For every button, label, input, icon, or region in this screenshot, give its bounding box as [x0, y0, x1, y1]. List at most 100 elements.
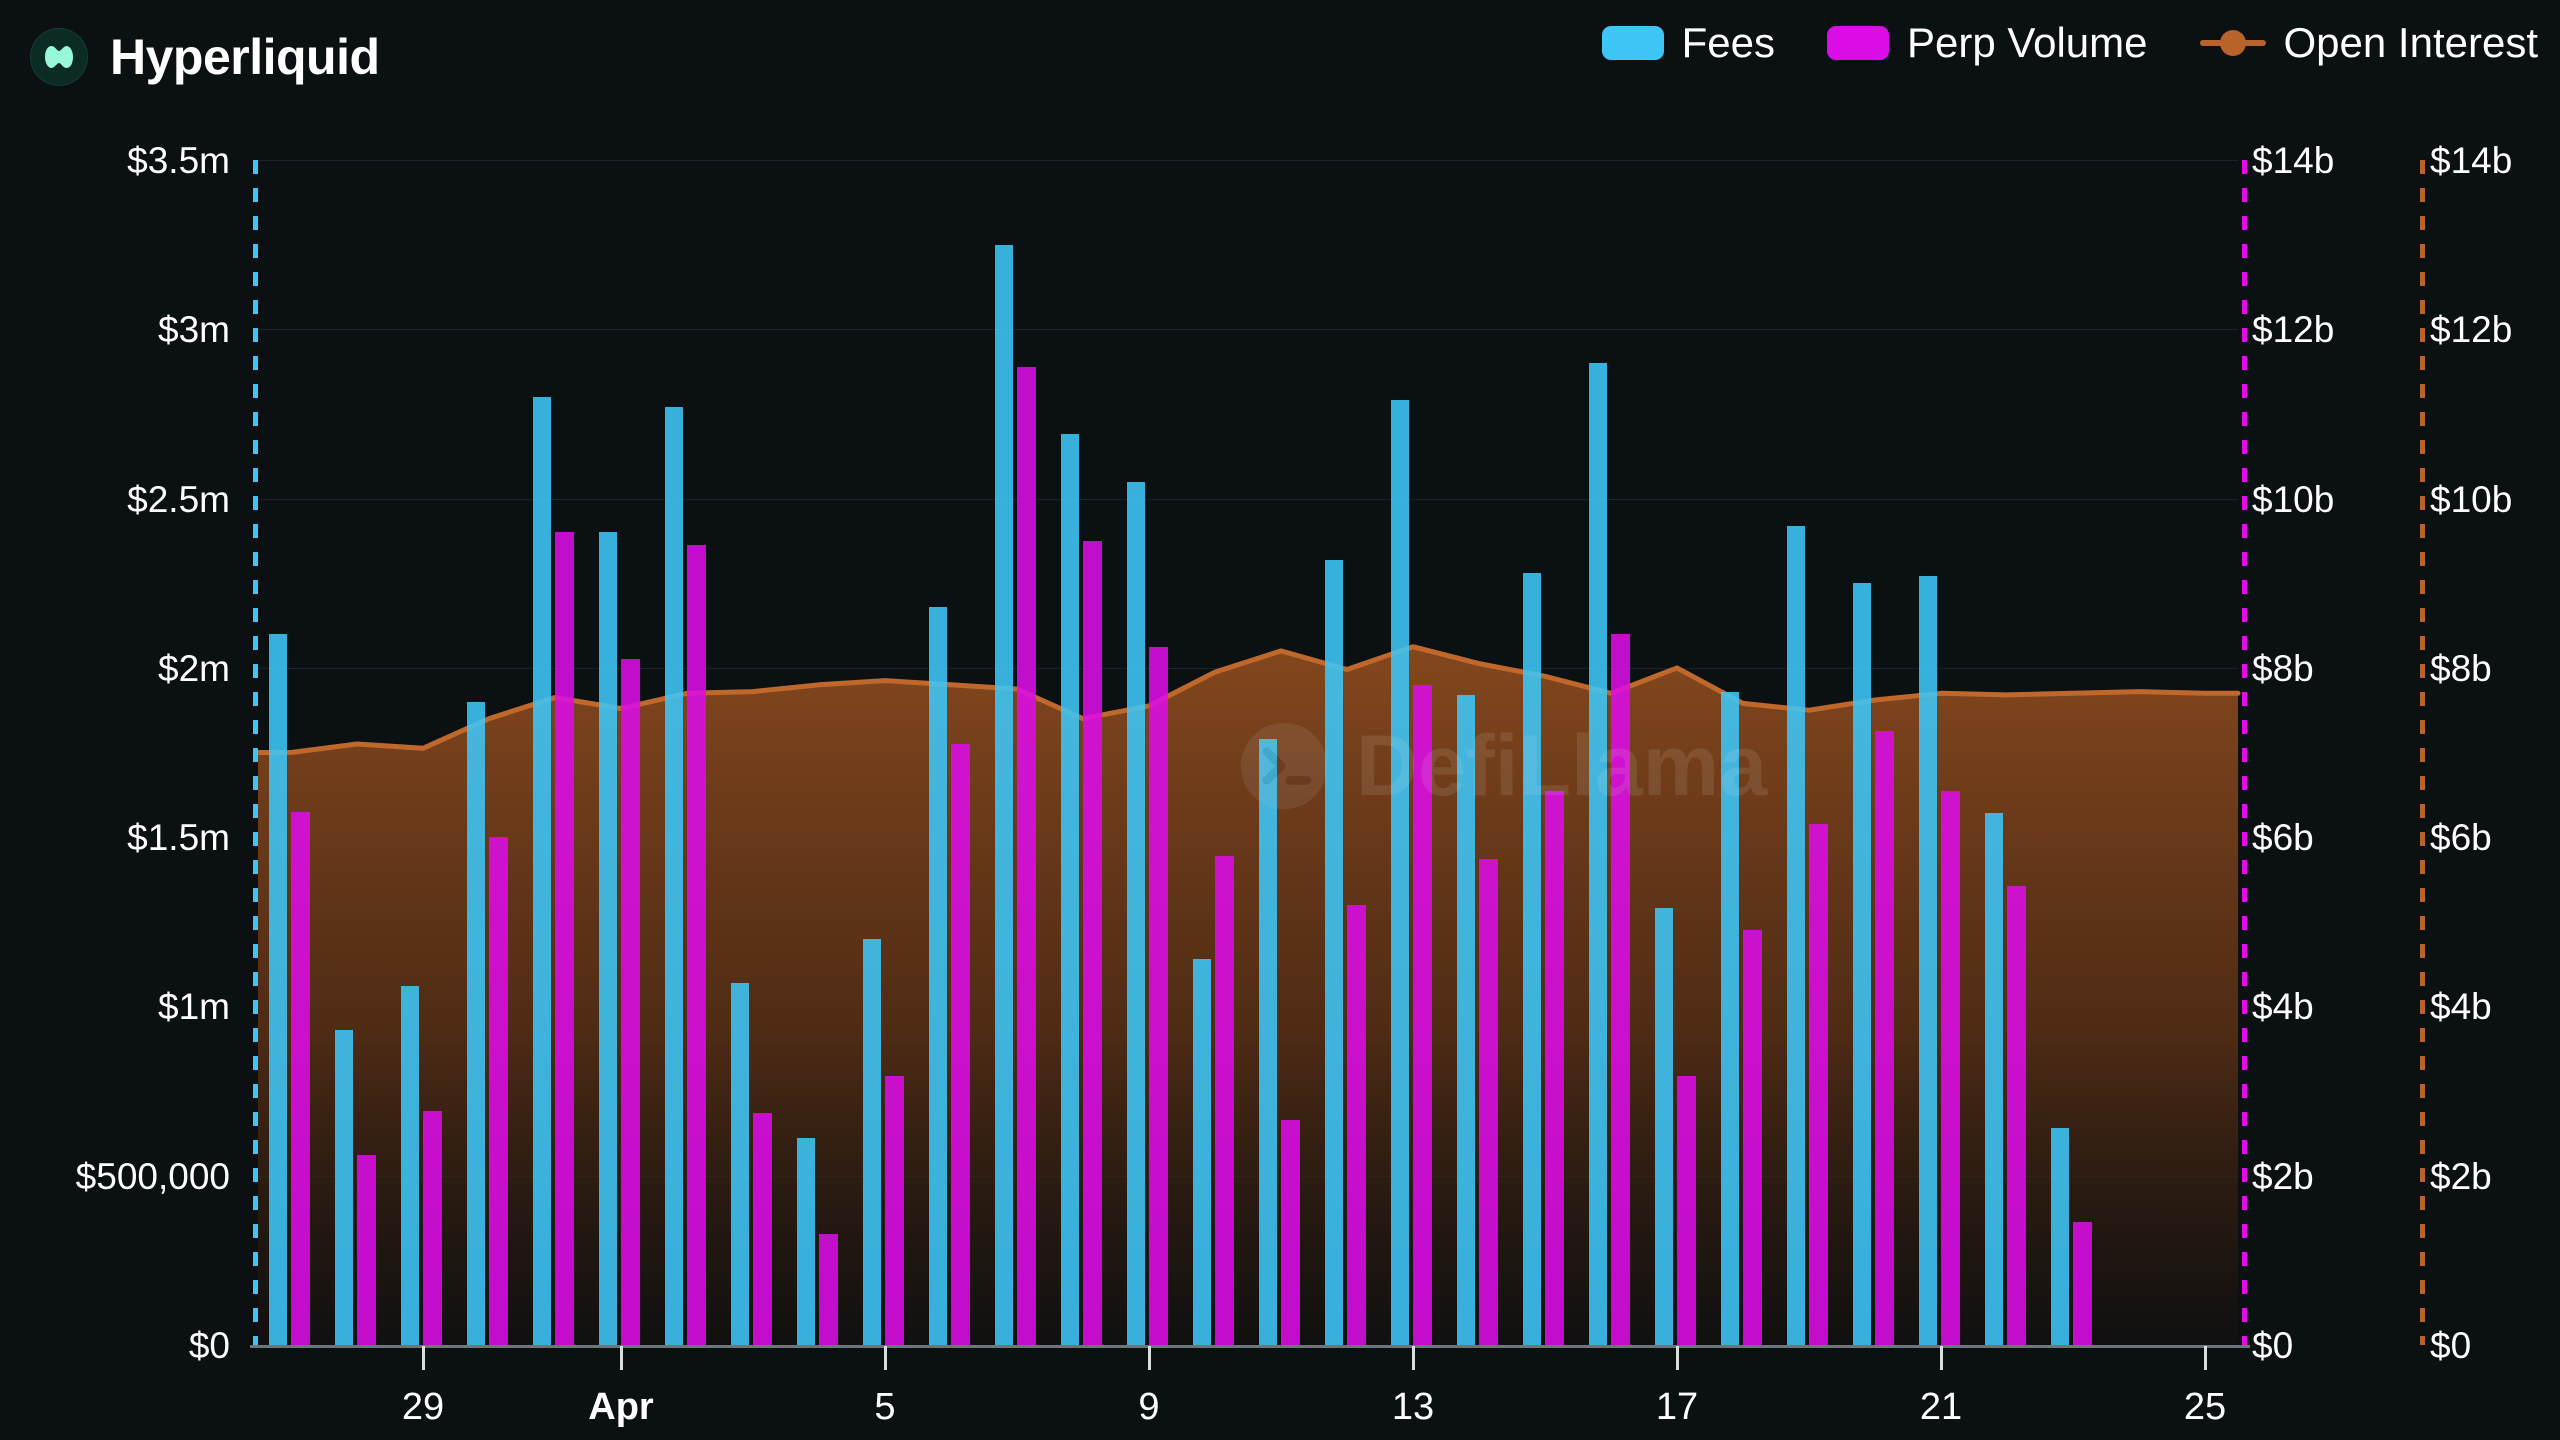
bar-fees[interactable] — [730, 982, 750, 1345]
bar-perp-volume[interactable] — [2073, 1222, 2092, 1345]
bar-fees[interactable] — [400, 986, 420, 1345]
bar-fees[interactable] — [1984, 813, 2004, 1345]
x-tick-label: 13 — [1391, 1386, 1435, 1428]
bar-fees[interactable] — [1720, 691, 1740, 1345]
bar-perp-volume[interactable] — [819, 1234, 838, 1345]
y-tick-label: $6b — [2430, 817, 2492, 859]
bar-fees[interactable] — [1324, 559, 1344, 1345]
y-tick-label: $14b — [2430, 140, 2513, 181]
axis-rule-perp-volume — [2242, 160, 2247, 1345]
y-tick-label: $0 — [2430, 1325, 2472, 1366]
bar-perp-volume[interactable] — [1677, 1075, 1696, 1345]
bar-fees[interactable] — [1126, 481, 1146, 1345]
y-tick-label: $2b — [2252, 1155, 2314, 1197]
bar-fees[interactable] — [598, 532, 618, 1345]
bar-perp-volume[interactable] — [1875, 731, 1894, 1345]
bar-perp-volume[interactable] — [1545, 790, 1564, 1345]
bar-fees[interactable] — [1786, 525, 1806, 1345]
x-tick-mark — [2204, 1346, 2207, 1370]
bar-fees[interactable] — [466, 701, 486, 1345]
chart-plot-area[interactable]: DefiLlama — [250, 160, 2250, 1370]
bar-perp-volume[interactable] — [1743, 930, 1762, 1345]
x-tick-label: Apr — [588, 1386, 654, 1428]
chart-legend: Fees Perp Volume Open Interest — [1601, 19, 2538, 66]
bar-perp-volume[interactable] — [1347, 904, 1366, 1345]
axis-rule-fees — [253, 160, 258, 1345]
bar-perp-volume[interactable] — [1611, 634, 1630, 1345]
bar-fees[interactable] — [796, 1138, 816, 1345]
bar-perp-volume[interactable] — [1809, 824, 1828, 1345]
bar-fees[interactable] — [1588, 363, 1608, 1345]
legend-item-perp-volume[interactable]: Perp Volume — [1827, 19, 2148, 66]
y-tick-label: $500,000 — [75, 1155, 230, 1197]
bar-perp-volume[interactable] — [1413, 684, 1432, 1345]
y-tick-label: $0 — [2252, 1325, 2294, 1366]
bar-perp-volume[interactable] — [753, 1113, 772, 1345]
bar-perp-volume[interactable] — [1215, 855, 1234, 1345]
x-axis-baseline — [250, 1345, 2250, 1348]
bar-perp-volume[interactable] — [1941, 790, 1960, 1345]
bar-perp-volume[interactable] — [885, 1075, 904, 1345]
bar-perp-volume[interactable] — [621, 659, 640, 1345]
legend-label-open-interest: Open Interest — [2283, 19, 2538, 66]
y-tick-label: $2m — [158, 647, 230, 689]
legend-label-fees: Fees — [1681, 19, 1776, 66]
bar-perp-volume[interactable] — [1281, 1119, 1300, 1345]
x-tick-label: 21 — [1919, 1386, 1963, 1428]
y-tick-label: $10b — [2430, 478, 2513, 520]
bar-fees[interactable] — [2050, 1128, 2070, 1345]
bar-fees[interactable] — [334, 1030, 354, 1345]
legend-swatch-fees — [1601, 26, 1664, 60]
bar-fees[interactable] — [1390, 400, 1410, 1345]
bar-perp-volume[interactable] — [1479, 859, 1498, 1345]
bar-fees[interactable] — [1654, 908, 1674, 1345]
page-title: Hyperliquid — [110, 29, 380, 85]
bar-fees[interactable] — [1456, 694, 1476, 1345]
bar-fees[interactable] — [862, 938, 882, 1345]
bar-fees[interactable] — [1852, 583, 1872, 1345]
bar-perp-volume[interactable] — [951, 744, 970, 1345]
y-tick-label: $2.5m — [127, 478, 230, 520]
legend-item-fees[interactable]: Fees — [1601, 19, 1776, 66]
bar-fees[interactable] — [1918, 576, 1938, 1345]
bar-fees[interactable] — [928, 606, 948, 1345]
bar-perp-volume[interactable] — [687, 545, 706, 1345]
x-tick-mark — [1148, 1346, 1151, 1370]
bar-fees[interactable] — [664, 407, 684, 1345]
legend-swatch-perp-volume — [1827, 26, 1890, 60]
x-tick-label: 17 — [1655, 1386, 1699, 1428]
y-tick-label: $1m — [158, 986, 230, 1028]
bar-fees[interactable] — [1060, 434, 1080, 1345]
bar-perp-volume[interactable] — [357, 1155, 376, 1345]
bar-perp-volume[interactable] — [2007, 886, 2026, 1345]
axis-rule-open-interest — [2420, 160, 2425, 1345]
bar-perp-volume[interactable] — [1017, 367, 1036, 1345]
bar-perp-volume[interactable] — [1149, 646, 1168, 1345]
y-tick-label: $6b — [2252, 817, 2314, 859]
bar-perp-volume[interactable] — [555, 532, 574, 1345]
bar-fees[interactable] — [268, 634, 288, 1345]
bar-fees[interactable] — [1522, 573, 1542, 1345]
bar-perp-volume[interactable] — [489, 837, 508, 1345]
y-tick-label: $4b — [2252, 986, 2314, 1028]
legend-item-open-interest[interactable]: Open Interest — [2199, 19, 2538, 66]
y-tick-label: $12b — [2252, 309, 2335, 351]
x-tick-label: 25 — [2183, 1386, 2227, 1428]
legend-label-perp-volume: Perp Volume — [1907, 19, 2148, 66]
x-tick-mark — [884, 1346, 887, 1370]
y-tick-label: $3.5m — [127, 140, 230, 181]
y-tick-label: $2b — [2430, 1155, 2492, 1197]
x-tick-label: 9 — [1138, 1386, 1160, 1428]
bar-perp-volume[interactable] — [423, 1111, 442, 1345]
gridline — [258, 498, 2238, 500]
bar-perp-volume[interactable] — [291, 811, 310, 1345]
gridline — [258, 329, 2238, 331]
bar-fees[interactable] — [532, 397, 552, 1345]
bar-fees[interactable] — [1258, 738, 1278, 1345]
bar-fees[interactable] — [994, 244, 1014, 1345]
y-tick-label: $0 — [188, 1325, 230, 1366]
brand: Hyperliquid — [30, 28, 380, 86]
bar-fees[interactable] — [1192, 959, 1212, 1345]
bar-perp-volume[interactable] — [1083, 540, 1102, 1345]
x-tick-label: 29 — [401, 1386, 445, 1428]
